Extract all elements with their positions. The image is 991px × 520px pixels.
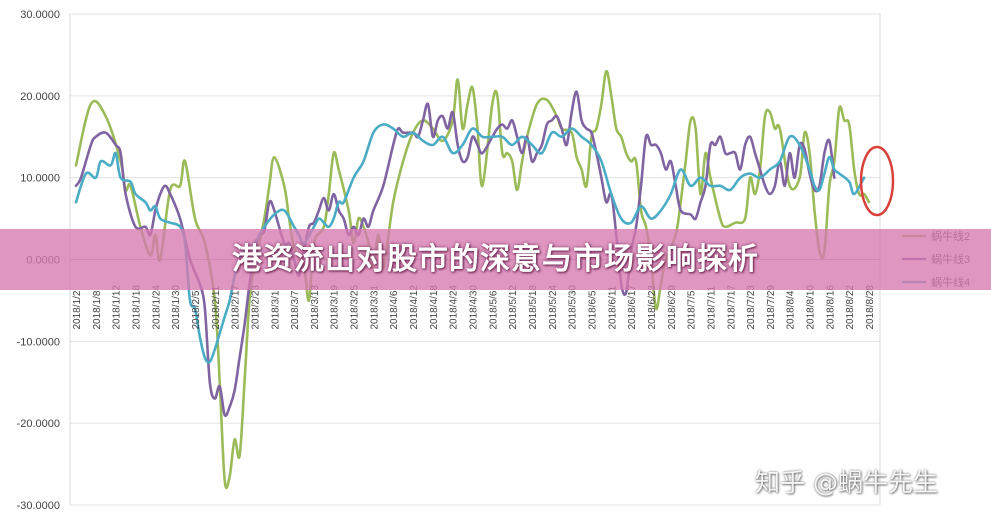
x-tick-label: 2018/5/24 — [548, 285, 559, 330]
title-banner: 港资流出对股市的深意与市场影响探析 — [0, 229, 991, 290]
x-tick-label: 2018/6/11 — [607, 285, 618, 329]
x-tick-label: 2018/7/11 — [706, 285, 717, 329]
x-tick-label: 2018/3/13 — [310, 285, 321, 330]
y-tick-label: 20.0000 — [20, 91, 60, 103]
x-tick-label: 2018/5/6 — [488, 290, 499, 329]
x-tick-label: 2018/2/17 — [231, 285, 242, 330]
x-axis-ticks: 2018/1/2 2018/1/8 2018/1/12 2018/1/18 2018/1… — [72, 285, 876, 330]
y-tick-label: -10.0000 — [17, 336, 60, 348]
x-tick-label: 2018/5/30 — [568, 285, 579, 330]
x-tick-label: 2018/6/29 — [667, 285, 678, 330]
x-tick-label: 2018/6/23 — [647, 285, 658, 330]
y-tick-label: -20.0000 — [17, 418, 60, 430]
x-tick-label: 2018/2/23 — [250, 285, 261, 330]
series-line-蜗牛线3 — [74, 90, 836, 418]
banner-title: 港资流出对股市的深意与市场影响探析 — [232, 242, 759, 277]
x-tick-label: 2018/5/12 — [508, 285, 519, 330]
x-tick-label: 2018/4/12 — [409, 285, 420, 330]
x-tick-label: 2018/1/12 — [112, 285, 123, 330]
x-tick-label: 2018/8/4 — [786, 290, 797, 329]
x-tick-label: 2018/1/2 — [72, 290, 83, 329]
x-tick-label: 2018/1/8 — [92, 290, 103, 329]
x-tick-label: 2018/4/24 — [449, 285, 460, 330]
x-tick-label: 2018/7/17 — [726, 285, 737, 330]
x-tick-label: 2018/3/1 — [270, 290, 281, 329]
x-tick-label: 2018/2/11 — [211, 285, 222, 329]
x-tick-label: 2018/7/5 — [687, 290, 698, 329]
series-line-蜗牛线4 — [74, 123, 866, 364]
series-line-蜗牛线2 — [74, 69, 871, 490]
y-tick-label: 30.0000 — [20, 9, 60, 21]
x-tick-label: 2018/3/19 — [330, 285, 341, 330]
x-tick-label: 2018/5/18 — [528, 285, 539, 330]
x-tick-label: 2018/8/28 — [865, 285, 876, 330]
x-tick-label: 2018/1/30 — [171, 285, 182, 330]
x-tick-label: 2018/1/18 — [131, 285, 142, 330]
series-lines — [74, 69, 871, 490]
x-tick-label: 2018/3/25 — [350, 285, 361, 330]
x-tick-label: 2018/4/6 — [389, 290, 400, 329]
x-tick-label: 2018/3/31 — [369, 285, 380, 330]
x-tick-label: 2018/7/23 — [746, 285, 757, 330]
y-tick-label: 10.0000 — [20, 173, 60, 185]
highlight-circle — [859, 145, 895, 217]
x-tick-label: 2018/4/18 — [429, 285, 440, 330]
watermark: 知乎 @蜗牛先生 — [755, 468, 938, 497]
x-tick-label: 2018/8/16 — [825, 285, 836, 330]
x-tick-label: 2018/6/5 — [587, 290, 598, 329]
x-tick-label: 2018/8/10 — [806, 285, 817, 330]
x-tick-label: 2018/4/30 — [469, 285, 480, 330]
x-tick-label: 2018/3/7 — [290, 290, 301, 329]
x-tick-label: 2018/6/17 — [627, 285, 638, 330]
x-tick-label: 2018/2/5 — [191, 290, 202, 329]
x-tick-label: 2018/8/22 — [845, 285, 856, 330]
y-tick-label: -30.0000 — [17, 500, 60, 512]
x-tick-label: 2018/7/29 — [766, 285, 777, 330]
x-tick-label: 2018/1/24 — [151, 285, 162, 330]
